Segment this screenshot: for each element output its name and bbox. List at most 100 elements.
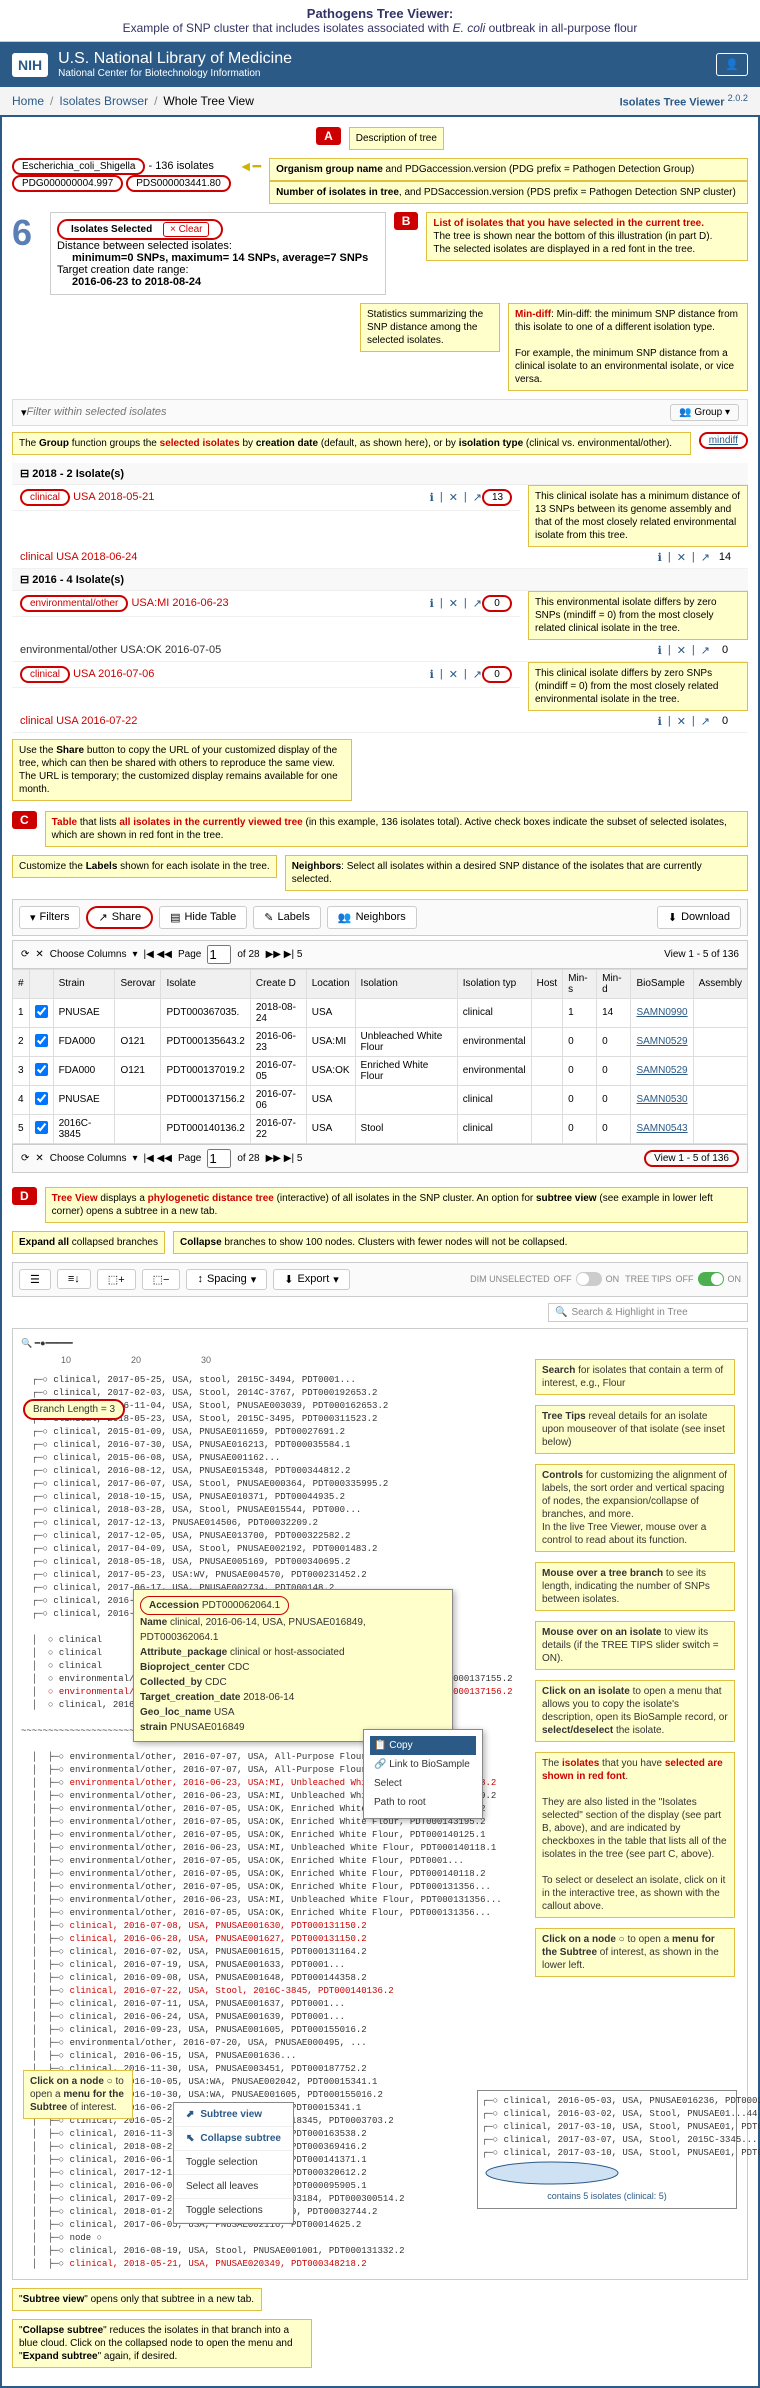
people-icon: 👥 [679, 407, 691, 418]
selected-callout: The isolates that you have selected are … [535, 1752, 735, 1918]
row-checkbox[interactable] [35, 1063, 48, 1076]
page-input[interactable] [207, 945, 231, 964]
selected-isolate-row[interactable]: clinical USA 2018-05-21 ℹ | ✕ | ↗ 13 [12, 485, 520, 511]
node-callout: Click on a node ○ to open a menu for the… [535, 1928, 735, 1977]
row-checkbox[interactable] [35, 1005, 48, 1018]
pdg-pill: PDG000000004.997 [12, 175, 123, 192]
year-2016[interactable]: ⊟ 2016 - 4 Isolate(s) [12, 569, 748, 591]
copy-popup[interactable]: 📋 Copy 🔗 Link to BioSample Select Path t… [363, 1729, 483, 1819]
group-button[interactable]: 👥 Group ▾ [670, 404, 739, 421]
selected-isolate-row[interactable]: clinical USA 2018-06-24 ℹ | ✕ | ↗ 14 [12, 547, 748, 569]
choose-columns-button[interactable]: Choose Columns [50, 949, 127, 960]
table-header[interactable]: Min-s [563, 969, 597, 998]
table-header[interactable]: Min-d [597, 969, 631, 998]
tree-search-input[interactable]: 🔍 Search & Highlight in Tree [548, 1303, 748, 1322]
table-header[interactable] [29, 969, 53, 998]
subtree-inset[interactable]: ┌─○ clinical, 2016-05-03, USA, PNUSAE016… [477, 2090, 737, 2209]
mindiff-value: 0 [710, 644, 740, 656]
table-header[interactable]: Assembly [693, 969, 747, 998]
close-icon: ✕ [677, 551, 686, 564]
stats-callout: Statistics summarizing the SNP distance … [360, 303, 500, 352]
table-header[interactable]: Isolation [355, 969, 457, 998]
table-row[interactable]: 4PNUSAEPDT000137156.22016-07-06USAclinic… [13, 1085, 748, 1114]
year-2018[interactable]: ⊟ 2018 - 2 Isolate(s) [12, 463, 748, 485]
biosample-link[interactable]: SAMN0990 [636, 1007, 687, 1018]
table-row[interactable]: 2FDA000O121PDT000135643.22016-06-23USA:M… [13, 1027, 748, 1056]
info-icon: ℹ [658, 715, 662, 728]
table-header[interactable]: Isolate [161, 969, 250, 998]
download-button[interactable]: ⬇ Download [657, 906, 741, 929]
table-header[interactable]: Serovar [115, 969, 161, 998]
refresh-icon[interactable]: ⟳ [21, 949, 29, 960]
mindiff-value: 0 [710, 715, 740, 727]
table-header[interactable]: Isolation typ [457, 969, 531, 998]
table-header[interactable]: Strain [53, 969, 115, 998]
tree-area[interactable]: 🔍 ━●━━━━━ 10 20 30 Search for isolates t… [12, 1328, 748, 2280]
clear-button[interactable]: × Clear [163, 222, 210, 237]
toggle-selections-item[interactable]: Toggle selections [174, 2199, 293, 2223]
link-icon: ↗ [473, 491, 482, 504]
viewer-version: Isolates Tree Viewer 2.0.2 [620, 93, 748, 109]
subtree-menu[interactable]: ⬈Subtree view ⬉Collapse subtree Toggle s… [173, 2102, 294, 2224]
copy-item[interactable]: 📋 Copy [370, 1736, 476, 1755]
subtree-view-callout: "Subtree view" opens only that subtree i… [12, 2288, 262, 2311]
table-header[interactable]: BioSample [631, 969, 693, 998]
filters-button[interactable]: ▾ Filters [19, 906, 80, 929]
row-checkbox[interactable] [35, 1034, 48, 1047]
nih-logo[interactable]: NIH [12, 53, 48, 77]
collapse-subtree-callout: "Collapse subtree" reduces the isolates … [12, 2319, 312, 2368]
table-header[interactable]: # [13, 969, 30, 998]
path-item[interactable]: Path to root [370, 1793, 476, 1812]
mindiff-value: 13 [482, 489, 512, 506]
dim-toggle[interactable]: DIM UNSELECTED OFF ON [470, 1272, 619, 1286]
settings-icon[interactable]: ✕ [35, 949, 43, 960]
biosample-link[interactable]: SAMN0543 [636, 1123, 687, 1134]
spacing-button[interactable]: ↕ Spacing ▾ [186, 1269, 267, 1290]
row-checkbox[interactable] [35, 1121, 48, 1134]
table-row[interactable]: 1PNUSAEPDT000367035.2018-08-24USAclinica… [13, 998, 748, 1027]
bc-home[interactable]: Home [12, 94, 44, 108]
tree-toolbar: ☰ ≡↓ ⬚+ ⬚− ↕ Spacing ▾ ⬇ Export ▾ DIM UN… [12, 1262, 748, 1297]
selected-isolate-row[interactable]: environmental/other USA:MI 2016-06-23 ℹ … [12, 591, 520, 617]
toggle-selection-item[interactable]: Toggle selection [174, 2151, 293, 2175]
table-row[interactable]: 52016C-3845PDT000140136.22016-07-22USASt… [13, 1114, 748, 1143]
table-header[interactable]: Host [531, 969, 563, 998]
close-icon: ✕ [677, 715, 686, 728]
selected-isolate-row[interactable]: clinical USA 2016-07-06 ℹ | ✕ | ↗ 0 [12, 662, 520, 688]
nlm-header: NIH U.S. National Library of Medicine Na… [0, 42, 760, 87]
hide-table-button[interactable]: ▤ Hide Table [159, 906, 247, 929]
share-button[interactable]: ↗ Share [86, 906, 153, 929]
tree-sort-button[interactable]: ≡↓ [57, 1269, 91, 1289]
zoom-slider[interactable]: 🔍 ━●━━━━━ [21, 1337, 739, 1351]
page-title: Pathogens Tree Viewer: [6, 6, 754, 21]
row-checkbox[interactable] [35, 1092, 48, 1105]
subtree-view-item[interactable]: ⬈Subtree view [174, 2103, 293, 2127]
tree-collapse-button[interactable]: ⬚− [142, 1269, 181, 1290]
select-all-item[interactable]: Select all leaves [174, 2175, 293, 2199]
table-header[interactable]: Location [306, 969, 355, 998]
collapse-subtree-item[interactable]: ⬉Collapse subtree [174, 2127, 293, 2151]
selected-isolate-row[interactable]: clinical USA 2016-07-22 ℹ | ✕ | ↗ 0 [12, 711, 748, 733]
select-item[interactable]: Select [370, 1774, 476, 1793]
neighbors-button[interactable]: 👥 Neighbors [327, 906, 417, 929]
tree-expand-button[interactable]: ⬚+ [97, 1269, 136, 1290]
mindiff-link[interactable]: mindiff [699, 432, 748, 449]
export-button[interactable]: ⬇ Export ▾ [273, 1269, 350, 1290]
biosample-item[interactable]: 🔗 Link to BioSample [370, 1755, 476, 1774]
table-row[interactable]: 3FDA000O121PDT000137019.22016-07-05USA:O… [13, 1056, 748, 1085]
blue-cloud-icon[interactable] [482, 2160, 622, 2186]
biosample-link[interactable]: SAMN0530 [636, 1094, 687, 1105]
tips-toggle[interactable]: TREE TIPS OFF ON [625, 1272, 741, 1286]
selected-isolate-row[interactable]: environmental/other USA:OK 2016-07-05 ℹ … [12, 640, 748, 662]
labels-button[interactable]: ✎ Labels [253, 906, 321, 929]
tree-align-button[interactable]: ☰ [19, 1269, 51, 1290]
biosample-link[interactable]: SAMN0529 [636, 1036, 687, 1047]
bc-isolates[interactable]: Isolates Browser [59, 94, 148, 108]
profile-icon[interactable]: 👤 [716, 53, 748, 76]
table-toolbar: ▾ Filters ↗ Share ▤ Hide Table ✎ Labels … [12, 899, 748, 936]
link-icon: ↗ [701, 715, 710, 728]
biosample-link[interactable]: SAMN0529 [636, 1065, 687, 1076]
table-header[interactable]: Create D [250, 969, 306, 998]
filter-input[interactable] [27, 406, 671, 418]
collapse-callout: Collapse branches to show 100 nodes. Clu… [173, 1231, 748, 1254]
